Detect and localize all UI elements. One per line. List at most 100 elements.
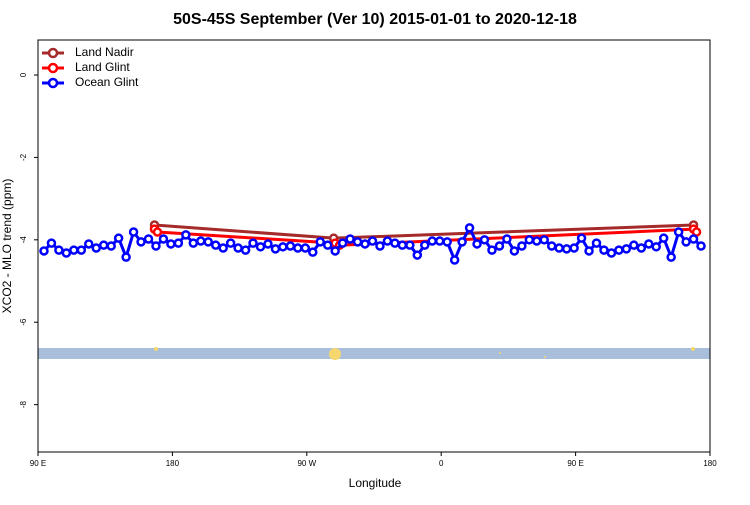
point bbox=[606, 248, 617, 258]
point bbox=[360, 239, 370, 249]
strip-marker bbox=[691, 347, 695, 351]
point bbox=[367, 236, 378, 246]
point bbox=[158, 234, 169, 244]
point bbox=[405, 240, 415, 250]
point bbox=[397, 240, 408, 250]
point bbox=[584, 246, 594, 256]
point bbox=[375, 241, 385, 251]
x-tick-label: 90 E bbox=[567, 459, 583, 468]
strip-marker bbox=[544, 356, 546, 358]
x-tick-label: 180 bbox=[166, 459, 180, 468]
point bbox=[152, 227, 163, 237]
point bbox=[330, 246, 340, 256]
strip-marker bbox=[329, 348, 341, 360]
point bbox=[517, 241, 527, 251]
x-axis-label: Longitude bbox=[349, 476, 402, 490]
point bbox=[539, 235, 549, 245]
point bbox=[457, 237, 467, 247]
legend-marker bbox=[47, 77, 59, 89]
y-axis-label: XCO2 - MLO trend (ppm) bbox=[0, 179, 14, 314]
x-tick-label: 90 W bbox=[297, 459, 316, 468]
surface-strip bbox=[38, 348, 710, 359]
point bbox=[524, 235, 535, 245]
x-tick-label: 180 bbox=[703, 459, 717, 468]
point bbox=[420, 240, 430, 250]
point bbox=[427, 236, 437, 246]
point bbox=[352, 237, 363, 247]
point bbox=[39, 246, 49, 256]
point bbox=[658, 233, 669, 243]
point bbox=[91, 243, 101, 253]
point bbox=[300, 243, 311, 253]
point bbox=[69, 245, 79, 255]
point bbox=[554, 243, 564, 253]
y-tick-label: -4 bbox=[19, 236, 28, 244]
point bbox=[591, 238, 602, 248]
legend-label: Land Glint bbox=[75, 60, 130, 74]
y-tick-label: 0 bbox=[19, 72, 28, 77]
point bbox=[128, 227, 139, 237]
point bbox=[561, 244, 572, 254]
point bbox=[84, 239, 94, 249]
point bbox=[166, 239, 176, 249]
point bbox=[278, 242, 288, 252]
point bbox=[614, 245, 624, 255]
point bbox=[143, 234, 154, 244]
point bbox=[434, 236, 445, 246]
point bbox=[136, 237, 146, 247]
point bbox=[240, 245, 251, 255]
strip-marker bbox=[154, 347, 158, 351]
strip-marker bbox=[499, 352, 501, 354]
point bbox=[293, 243, 303, 253]
point bbox=[270, 244, 281, 254]
point bbox=[285, 241, 296, 251]
plot-frame bbox=[37, 39, 711, 453]
point bbox=[621, 244, 632, 254]
point bbox=[106, 241, 116, 251]
point bbox=[487, 245, 497, 255]
point bbox=[532, 236, 542, 246]
point bbox=[651, 242, 661, 252]
point bbox=[479, 235, 490, 245]
legend-marker bbox=[47, 47, 59, 59]
point bbox=[494, 241, 505, 251]
y-tick-label: -6 bbox=[19, 318, 28, 326]
strip-markers bbox=[154, 347, 695, 360]
x-tick-label: 90 E bbox=[30, 459, 46, 468]
point bbox=[151, 241, 161, 251]
point bbox=[696, 241, 706, 251]
point bbox=[509, 246, 520, 256]
point bbox=[121, 252, 131, 262]
point bbox=[255, 242, 266, 252]
point bbox=[442, 237, 452, 247]
point bbox=[449, 255, 460, 265]
point bbox=[54, 245, 64, 255]
point bbox=[263, 239, 273, 249]
point bbox=[218, 243, 228, 253]
y-tick-label: -2 bbox=[19, 153, 28, 161]
point bbox=[233, 243, 243, 253]
point bbox=[248, 238, 258, 248]
legend-label: Ocean Glint bbox=[75, 75, 139, 89]
point bbox=[337, 238, 348, 248]
point bbox=[196, 236, 206, 246]
point bbox=[599, 245, 609, 255]
point bbox=[576, 233, 587, 243]
series bbox=[39, 223, 706, 265]
point bbox=[322, 240, 333, 250]
point bbox=[113, 233, 124, 243]
point bbox=[382, 236, 393, 246]
point bbox=[502, 234, 512, 244]
point bbox=[666, 252, 676, 262]
point bbox=[464, 223, 475, 233]
point bbox=[98, 240, 109, 250]
point bbox=[181, 230, 191, 240]
point bbox=[76, 245, 87, 255]
point bbox=[673, 227, 684, 237]
point bbox=[308, 247, 318, 257]
point bbox=[636, 243, 647, 253]
point bbox=[644, 239, 654, 249]
legend-label: Land Nadir bbox=[75, 45, 134, 59]
point bbox=[546, 241, 557, 251]
